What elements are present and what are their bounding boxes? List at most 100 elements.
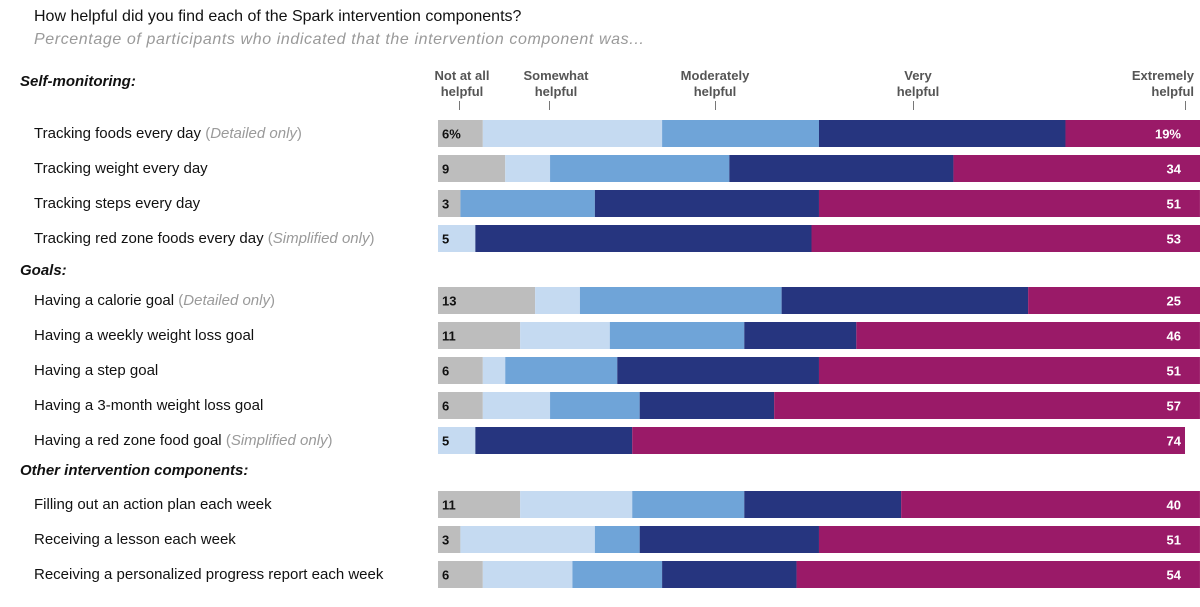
bar-segment (662, 561, 797, 588)
bar-segment (460, 190, 595, 217)
scale-label-line: Not at all (434, 68, 490, 83)
bar-segment (729, 155, 954, 182)
bar-segment (1028, 287, 1200, 314)
chart-subtitle: Percentage of participants who indicated… (34, 31, 645, 48)
row-label-note: Detailed only (183, 292, 270, 309)
value-label-first: 11 (442, 329, 456, 344)
row-label: Receiving a lesson each week (34, 531, 236, 548)
row-label-text: Having a weekly weight loss goal (34, 327, 255, 344)
value-label-last: 53 (1167, 232, 1181, 247)
bar-segment (617, 357, 819, 384)
bar-segment (550, 155, 730, 182)
row-label: Having a weekly weight loss goal (34, 327, 254, 344)
bar-segment (438, 225, 476, 252)
row-label-text: Receiving a personalized progress report… (34, 566, 384, 583)
scale-label-very: Very helpful (878, 68, 958, 100)
bar-segment (609, 322, 745, 349)
group-label-self-monitoring: Self-monitoring: (20, 73, 136, 90)
group-label-other: Other intervention components: (20, 462, 249, 479)
value-label-first: 13 (442, 294, 456, 309)
row-label-text: Tracking foods every day (34, 125, 202, 142)
bar-segment (901, 491, 1200, 518)
bar-segment (639, 526, 819, 553)
bar-segment (572, 561, 663, 588)
row-label-text: Receiving a lesson each week (34, 531, 236, 548)
bar-segment (438, 287, 536, 314)
row-label-text: Having a 3-month weight loss goal (34, 397, 264, 414)
row-label-text: Filling out an action plan each week (34, 496, 272, 513)
bar-segment (594, 190, 819, 217)
value-label-first: 6 (442, 364, 449, 379)
row-label-text: Tracking red zone foods every day (34, 230, 264, 247)
row-label-text: Having a calorie goal (34, 292, 175, 309)
bar-segment (781, 287, 1029, 314)
bar-segment (856, 322, 1200, 349)
chart-title: How helpful did you find each of the Spa… (34, 8, 522, 25)
bar-segment (438, 357, 483, 384)
bar-segment (438, 120, 483, 147)
value-label-first: 9 (442, 162, 449, 177)
bar-segment (438, 491, 521, 518)
value-label-first: 6% (442, 127, 461, 142)
row-label: Tracking steps every day (34, 195, 200, 212)
scale-label-not-at-all: Not at all helpful (422, 68, 502, 100)
bar-segment (632, 427, 1185, 454)
bar-segment (482, 392, 551, 419)
bar-segment (818, 357, 1200, 384)
bar-segment (818, 526, 1200, 553)
scale-label-somewhat: Somewhat helpful (508, 68, 604, 100)
row-label-note: Simplified only (230, 432, 328, 449)
row-label: Having a calorie goal (Detailed only) (34, 292, 275, 309)
value-label-last: 54 (1167, 568, 1182, 583)
bar-segment (579, 287, 782, 314)
bar-segment (744, 491, 902, 518)
bar-segment (662, 120, 819, 147)
value-label-last: 51 (1167, 197, 1181, 212)
scale-label-line: helpful (896, 84, 940, 99)
scale-label-extremely: Extremely helpful (1106, 68, 1194, 100)
row-label: Tracking foods every day (Detailed only) (34, 125, 302, 142)
value-label-first: 5 (442, 434, 449, 449)
scale-tick (549, 101, 550, 110)
value-label-last: 51 (1167, 364, 1181, 379)
value-label-last: 25 (1167, 294, 1181, 309)
row-label: Tracking red zone foods every day (Simpl… (34, 230, 375, 247)
row-label: Tracking weight every day (34, 160, 208, 177)
group-label-goals: Goals: (20, 262, 67, 279)
bar-segment (505, 357, 618, 384)
value-label-first: 11 (442, 498, 456, 513)
bar-segment (594, 526, 640, 553)
scale-tick (913, 101, 914, 110)
scale-label-line: Somewhat (523, 68, 589, 83)
bar-segment (482, 561, 573, 588)
bar-segment (438, 561, 483, 588)
bar-segment (818, 120, 1066, 147)
scale-tick (715, 101, 716, 110)
bar-segment (535, 287, 580, 314)
bar-segment (818, 190, 1200, 217)
bar-segment (796, 561, 1200, 588)
value-label-last: 51 (1167, 533, 1181, 548)
value-label-last: 19% (1155, 127, 1181, 142)
value-label-first: 3 (442, 533, 449, 548)
bar-segment (811, 225, 1200, 252)
value-label-last: 34 (1167, 162, 1182, 177)
bar-segment (482, 120, 663, 147)
bar-segment (438, 526, 461, 553)
bar-segment (482, 357, 506, 384)
scale-label-moderately: Moderately helpful (665, 68, 765, 100)
value-label-last: 46 (1167, 329, 1181, 344)
bar-segment (438, 155, 506, 182)
bar-segment (520, 322, 610, 349)
bar-segment (438, 322, 521, 349)
value-label-last: 57 (1167, 399, 1181, 414)
scale-label-line: Extremely (1131, 68, 1194, 83)
row-label: Having a step goal (34, 362, 158, 379)
value-label-first: 6 (442, 399, 449, 414)
row-label-text: Having a red zone food goal (34, 432, 222, 449)
row-label-note: Simplified only (272, 230, 370, 247)
value-label-last: 74 (1167, 434, 1182, 449)
scale-tick (1185, 101, 1186, 110)
scale-label-line: Moderately (680, 68, 750, 83)
